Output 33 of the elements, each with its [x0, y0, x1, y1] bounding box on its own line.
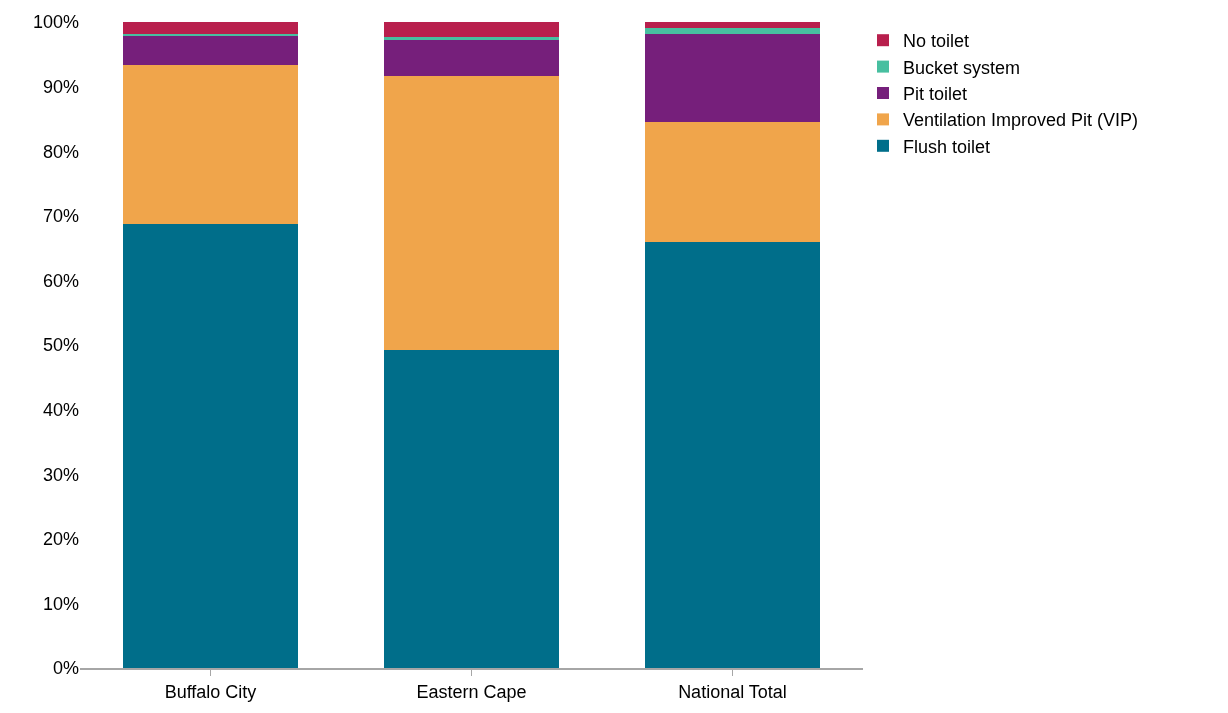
y-tick-label: 100%: [32, 12, 79, 33]
x-tick-label: Buffalo City: [164, 681, 257, 702]
legend-label: Flush toilet: [903, 136, 991, 157]
bar: [645, 22, 820, 29]
y-tick-label: 60%: [42, 270, 79, 291]
bar: [123, 223, 298, 668]
x-tick-label: National Total: [678, 681, 787, 702]
bar: [123, 22, 298, 34]
legend-label: Bucket system: [903, 57, 1021, 78]
bar: [384, 75, 559, 351]
legend-label: Pit toilet: [903, 84, 968, 105]
y-tick-label: 80%: [42, 141, 79, 162]
bar: [123, 65, 298, 224]
bar: [123, 36, 298, 66]
bar: [384, 36, 559, 41]
bar: [645, 28, 820, 34]
bar: [645, 122, 820, 242]
bar: [384, 40, 559, 76]
x-tick-label: Eastern Cape: [416, 681, 527, 702]
y-tick-label: 20%: [42, 529, 79, 550]
y-tick-label: 50%: [42, 335, 79, 356]
y-tick-label: 10%: [42, 593, 79, 614]
legend-label: No toilet: [903, 31, 970, 52]
bar: [645, 241, 820, 668]
bar: [384, 350, 559, 668]
y-tick-label: 30%: [42, 464, 79, 485]
y-tick-label: 70%: [42, 206, 79, 227]
bar: [384, 22, 559, 37]
bar: [645, 33, 820, 123]
legend-label: Ventilation Improved Pit (VIP): [903, 110, 1139, 131]
y-tick-label: 0%: [52, 658, 79, 679]
y-tick-label: 40%: [42, 399, 79, 420]
y-tick-label: 90%: [42, 76, 79, 97]
